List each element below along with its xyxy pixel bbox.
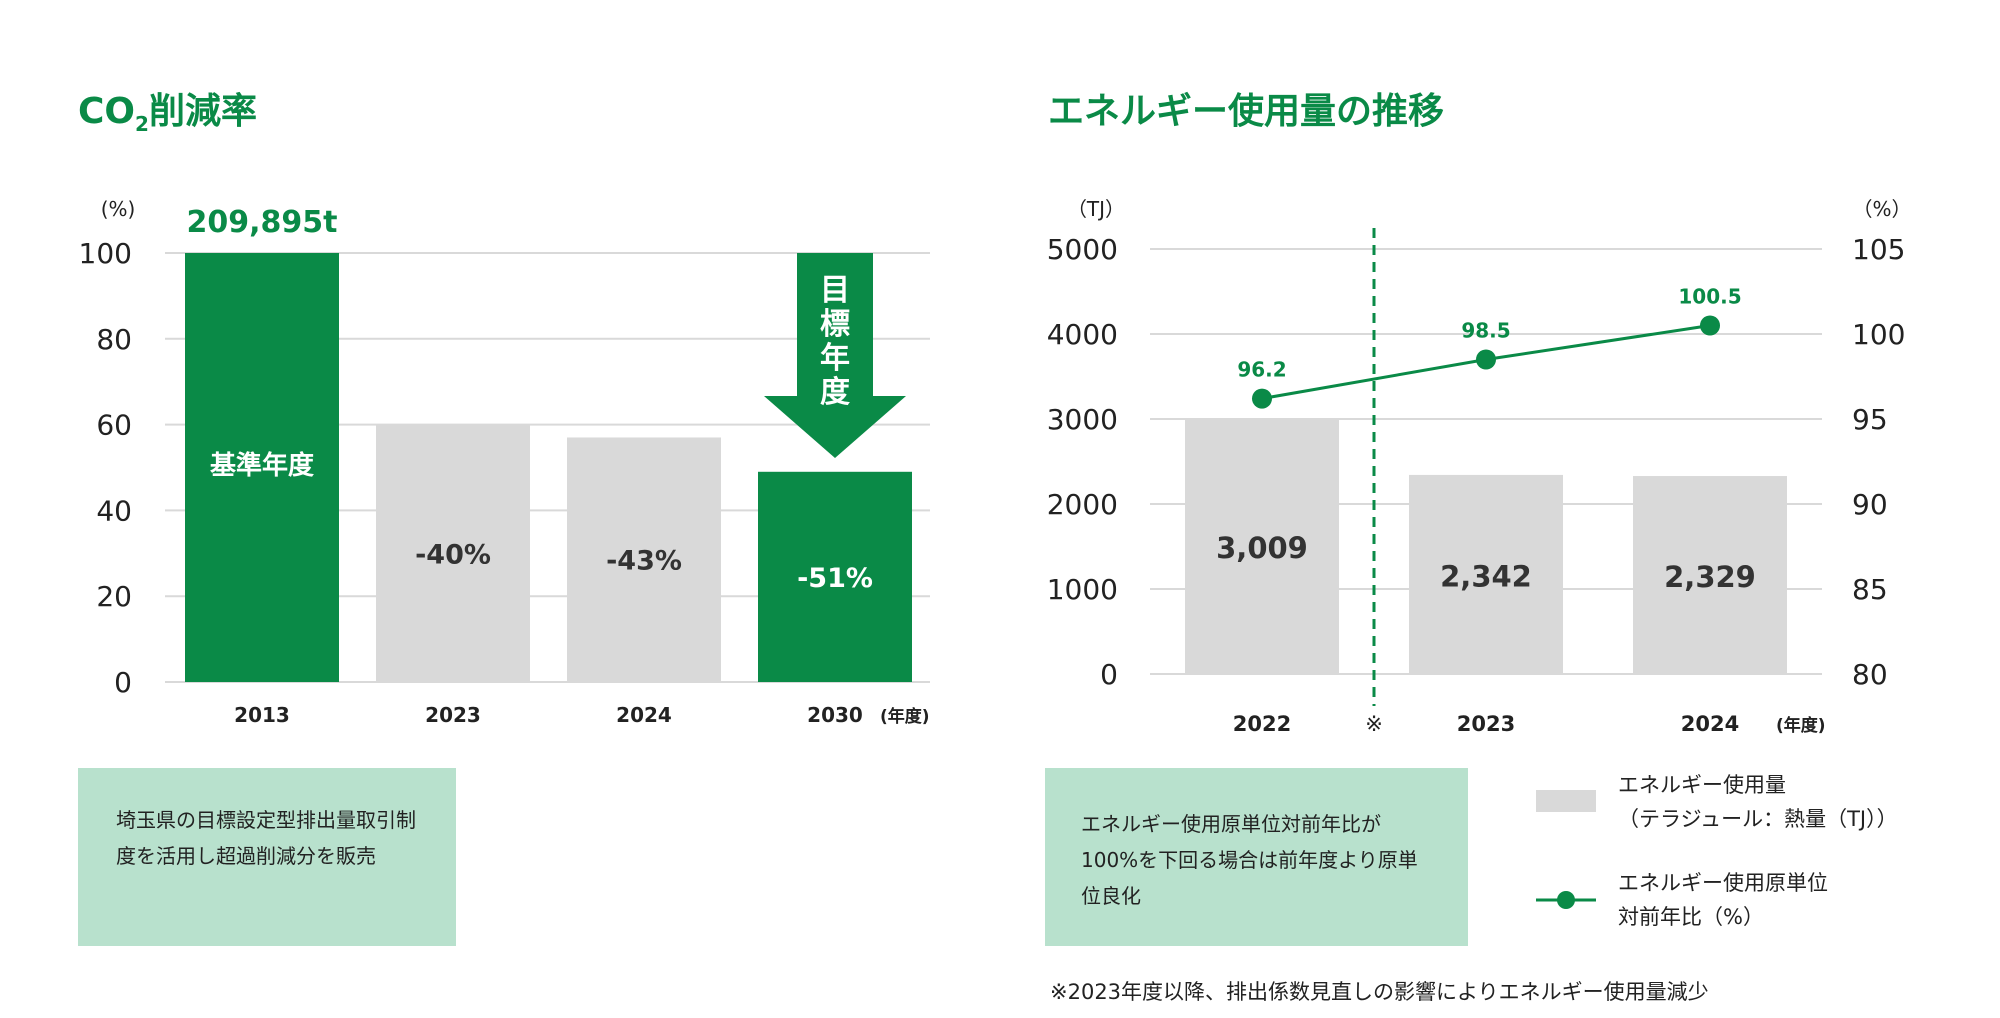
y-tick-label: 100 <box>79 237 132 270</box>
bar-value-label: 2,329 <box>1664 560 1756 594</box>
energy-chart-title: エネルギー使用量の推移 <box>1048 91 1445 132</box>
legend-line-swatch <box>1536 891 1596 909</box>
y2-tick-label: 105 <box>1852 233 1905 266</box>
bar <box>1185 418 1339 674</box>
legend-bar-label: エネルギー使用量 （テラジュール：熱量（TJ）） <box>1618 768 1898 836</box>
energy-note-text: エネルギー使用原単位対前年比が100%を下回る場合は前年度より原単位良化 <box>1081 812 1418 908</box>
y2-tick-label: 100 <box>1852 318 1905 351</box>
y-axis-unit: (%) <box>101 197 136 221</box>
bar <box>376 424 530 682</box>
y2-tick-label: 85 <box>1852 573 1888 606</box>
legend-line-label-line1: エネルギー使用原単位 <box>1618 871 1828 895</box>
bar-value-label: 3,009 <box>1216 531 1308 565</box>
bar <box>1409 474 1563 674</box>
target-arrow <box>764 253 906 458</box>
legend-line-label-line2: 対前年比（%） <box>1618 905 1764 929</box>
legend-bar-label-line1: エネルギー使用量 <box>1618 773 1786 797</box>
y-tick-label: 1000 <box>1047 573 1118 606</box>
ratio-point <box>1700 315 1720 336</box>
y2-tick-label: 80 <box>1852 658 1888 691</box>
separator-label: ※ <box>1365 712 1383 736</box>
y-tick-label: 60 <box>96 409 132 442</box>
y-tick-label: 40 <box>96 494 132 527</box>
y2-tick-label: 95 <box>1852 403 1888 436</box>
arrow-label-char: 標 <box>820 307 850 342</box>
x-tick-label: 2022 <box>1233 712 1291 736</box>
legend-bar-label-line2: （テラジュール：熱量（TJ）） <box>1618 807 1898 831</box>
arrow-label-char: 度 <box>820 375 850 410</box>
legend-bar-swatch <box>1536 790 1596 812</box>
ratio-point-label: 100.5 <box>1678 285 1741 309</box>
y2-axis-unit: （%） <box>1852 197 1911 221</box>
bar-value-label: 基準年度 <box>210 450 314 481</box>
y-tick-label: 0 <box>114 666 132 699</box>
y-axis-unit: （TJ） <box>1067 197 1125 221</box>
x-tick-label: 2024 <box>616 703 672 727</box>
bar-value-label: 2,342 <box>1440 559 1532 593</box>
y-tick-label: 5000 <box>1047 233 1118 266</box>
y-tick-label: 2000 <box>1047 488 1118 521</box>
ratio-point <box>1476 349 1496 370</box>
bar <box>1633 476 1787 674</box>
arrow-label-char: 年 <box>820 341 850 376</box>
bar-value-label: -40% <box>415 539 491 570</box>
y-tick-label: 4000 <box>1047 318 1118 351</box>
x-tick-label: 2030 <box>807 703 863 727</box>
x-tick-label: 2024 <box>1681 712 1739 736</box>
y-tick-label: 3000 <box>1047 403 1118 436</box>
ratio-point <box>1252 388 1272 409</box>
co2-chart-title: CO2削減率 <box>78 82 257 136</box>
energy-note-box: エネルギー使用原単位対前年比が100%を下回る場合は前年度より原単位良化 <box>1045 768 1468 946</box>
co2-note-text: 埼玉県の目標設定型排出量取引制度を活用し超過削減分を販売 <box>116 808 416 868</box>
title-co: CO <box>78 91 136 132</box>
x-axis-unit: (年度) <box>880 706 930 727</box>
co2-note-box: 埼玉県の目標設定型排出量取引制度を活用し超過削減分を販売 <box>78 768 456 946</box>
y-tick-label: 20 <box>96 580 132 613</box>
x-axis-unit: (年度) <box>1776 715 1826 736</box>
bar-value-label: -43% <box>606 546 682 577</box>
arrow-label-char: 目 <box>820 273 850 308</box>
legend-line-label: エネルギー使用原単位 対前年比（%） <box>1618 866 1828 934</box>
bar <box>185 253 339 682</box>
bar-value-label: -51% <box>797 563 873 594</box>
bar <box>758 471 912 682</box>
x-tick-label: 2013 <box>234 703 290 727</box>
x-tick-label: 2023 <box>1457 712 1515 736</box>
y2-tick-label: 90 <box>1852 488 1888 521</box>
y-tick-label: 80 <box>96 323 132 356</box>
bar <box>567 437 721 682</box>
y-tick-label: 0 <box>1100 658 1118 691</box>
baseline-amount-label: 209,895t <box>187 205 338 240</box>
x-tick-label: 2023 <box>425 703 481 727</box>
ratio-point-label: 96.2 <box>1237 358 1286 382</box>
title-rest: 削減率 <box>148 91 257 132</box>
energy-footnote: ※2023年度以降、排出係数見直しの影響によりエネルギー使用量減少 <box>1050 980 1709 1004</box>
title-subscript: 2 <box>135 112 149 136</box>
ratio-point-label: 98.5 <box>1461 319 1510 343</box>
